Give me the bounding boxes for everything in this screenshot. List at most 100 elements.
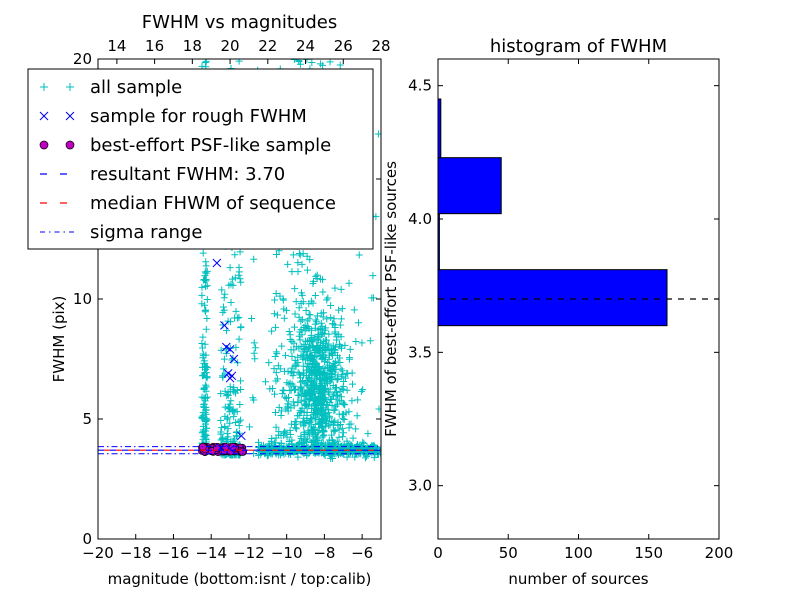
x-tick-label: −20 (82, 544, 114, 562)
hist-y-tick-label: 4.5 (408, 77, 432, 95)
all-sample-point (299, 298, 307, 306)
all-sample-point (219, 303, 227, 311)
all-sample-point (322, 324, 330, 332)
all-sample-point (232, 343, 240, 351)
all-sample-point (285, 328, 293, 336)
all-sample-point (308, 59, 316, 66)
all-sample-point (227, 299, 235, 307)
all-sample-point (309, 299, 317, 307)
all-sample-point (298, 291, 306, 299)
all-sample-point (352, 338, 360, 346)
histogram-y-axis-label: FWHM of best-effort PSF-like sources (382, 161, 400, 437)
all-sample-point (203, 282, 211, 290)
all-sample-point (203, 296, 211, 304)
all-sample-point (198, 413, 206, 421)
all-sample-point (202, 258, 210, 266)
all-sample-point (343, 437, 351, 445)
all-sample-point (316, 375, 324, 383)
histogram-panel: 0 50 100 150 200 3.0 3.5 4.0 4.5 histogram of FW… (382, 36, 733, 588)
histogram-title: histogram of FWHM (490, 36, 667, 57)
all-sample-point (345, 279, 353, 287)
all-sample-point (350, 306, 358, 314)
all-sample-point (338, 385, 346, 393)
all-sample-point (314, 385, 322, 393)
all-sample-point (334, 371, 342, 379)
all-sample-point (333, 392, 341, 400)
all-sample-point (319, 276, 327, 284)
all-sample-point (329, 382, 337, 390)
legend-label: median FHWM of sequence (90, 193, 336, 214)
all-sample-point (318, 383, 326, 391)
all-sample-point (361, 445, 369, 453)
all-sample-point (236, 400, 244, 408)
all-sample-point (270, 365, 278, 373)
all-sample-point (343, 453, 351, 461)
all-sample-point (272, 423, 280, 431)
all-sample-point (313, 335, 321, 343)
histogram-bar (437, 269, 668, 327)
all-sample-point (303, 266, 311, 274)
all-sample-point (321, 369, 329, 377)
all-sample-point (308, 355, 316, 363)
all-sample-point (319, 411, 327, 419)
all-sample-point (315, 439, 323, 447)
all-sample-point (222, 327, 230, 335)
all-sample-point (278, 342, 286, 350)
x-tick-label: −8 (313, 544, 335, 562)
all-sample-point (283, 403, 291, 411)
all-sample-point (288, 352, 296, 360)
all-sample-point (304, 347, 312, 355)
rough-fwhm-point (221, 342, 231, 352)
all-sample-point (286, 431, 294, 439)
all-sample-point (287, 368, 295, 376)
all-sample-point (313, 400, 321, 408)
all-sample-point (335, 306, 343, 314)
all-sample-point (292, 385, 299, 393)
all-sample-point (298, 260, 306, 268)
all-sample-point (250, 396, 258, 404)
all-sample-point (232, 419, 240, 427)
x-tick-label: −6 (351, 544, 373, 562)
all-sample-point (331, 406, 339, 414)
all-sample-point (312, 393, 320, 401)
all-sample-point (202, 381, 210, 389)
all-sample-point (335, 340, 343, 348)
all-sample-point (198, 344, 206, 352)
all-sample-point (306, 343, 314, 351)
all-sample-point (358, 339, 366, 347)
all-sample-point (326, 385, 334, 393)
top-x-tick-label: 18 (183, 37, 202, 55)
all-sample-point (337, 393, 345, 401)
all-sample-point (333, 352, 341, 360)
all-sample-point (330, 315, 338, 323)
all-sample-point (320, 309, 328, 317)
all-sample-point (290, 59, 298, 64)
all-sample-point (369, 272, 377, 280)
all-sample-point (341, 341, 349, 349)
all-sample-point (316, 351, 324, 359)
all-sample-point (198, 429, 206, 437)
all-sample-point (299, 377, 307, 385)
all-sample-point (328, 364, 336, 372)
all-sample-point (311, 324, 319, 332)
hist-y-tick-label: 3.0 (408, 477, 432, 495)
x-tick-label: −14 (195, 544, 227, 562)
all-sample-point (291, 424, 299, 432)
all-sample-point (338, 367, 346, 375)
all-sample-point (327, 314, 335, 322)
all-sample-point (271, 439, 279, 447)
all-sample-point (295, 304, 303, 312)
scatter-panel: −20 −18 −16 −14 −12 −10 −8 −6 14 16 18 20 22 24 26 28 0 5… (27, 12, 391, 588)
all-sample-point (306, 352, 314, 360)
all-sample-point (236, 248, 244, 256)
all-sample-point (304, 363, 312, 371)
all-sample-point (354, 396, 362, 404)
all-sample-point (218, 424, 226, 432)
all-sample-point (310, 389, 318, 397)
all-sample-point (219, 373, 227, 381)
all-sample-point (283, 379, 291, 387)
all-sample-point (275, 431, 283, 439)
all-sample-point (228, 275, 236, 283)
top-x-tick-label: 26 (334, 37, 353, 55)
all-sample-point (335, 433, 343, 441)
